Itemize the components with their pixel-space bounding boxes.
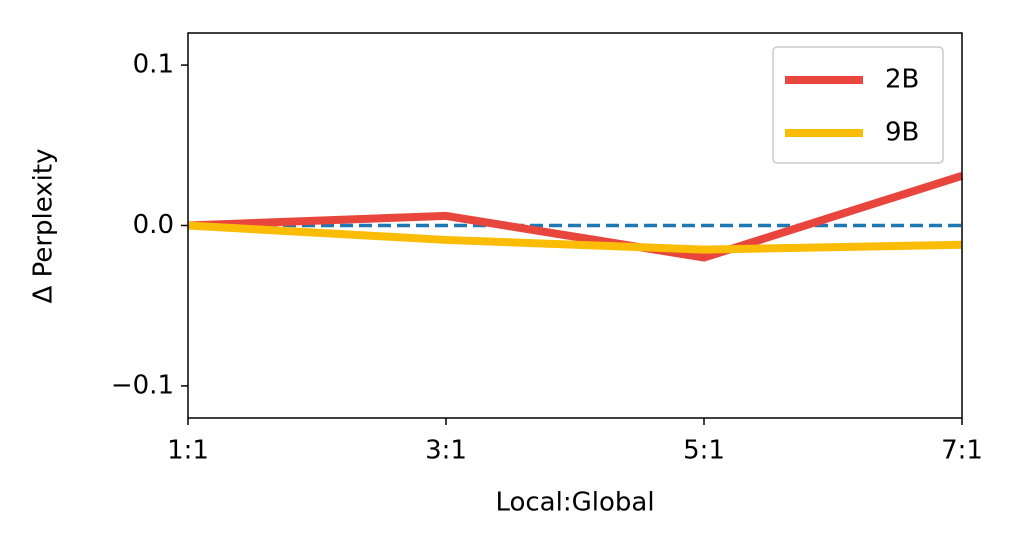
- legend-label: 2B: [885, 65, 919, 95]
- x-tick-label: 3:1: [425, 436, 467, 466]
- y-tick-label: 0.1: [133, 50, 174, 80]
- x-tick-label: 5:1: [683, 436, 725, 466]
- x-tick-label: 7:1: [941, 436, 983, 466]
- x-axis-label: Local:Global: [495, 488, 654, 518]
- series-line: [187, 221, 963, 254]
- y-tick-label: 0.0: [133, 210, 174, 240]
- x-tick-label: 1:1: [167, 436, 209, 466]
- y-tick-label: −0.1: [111, 370, 174, 400]
- plot-frame: [187, 32, 963, 419]
- y-axis-label: Δ Perplexity: [29, 149, 59, 304]
- legend-label: 9B: [885, 118, 919, 148]
- series-line: [187, 171, 964, 262]
